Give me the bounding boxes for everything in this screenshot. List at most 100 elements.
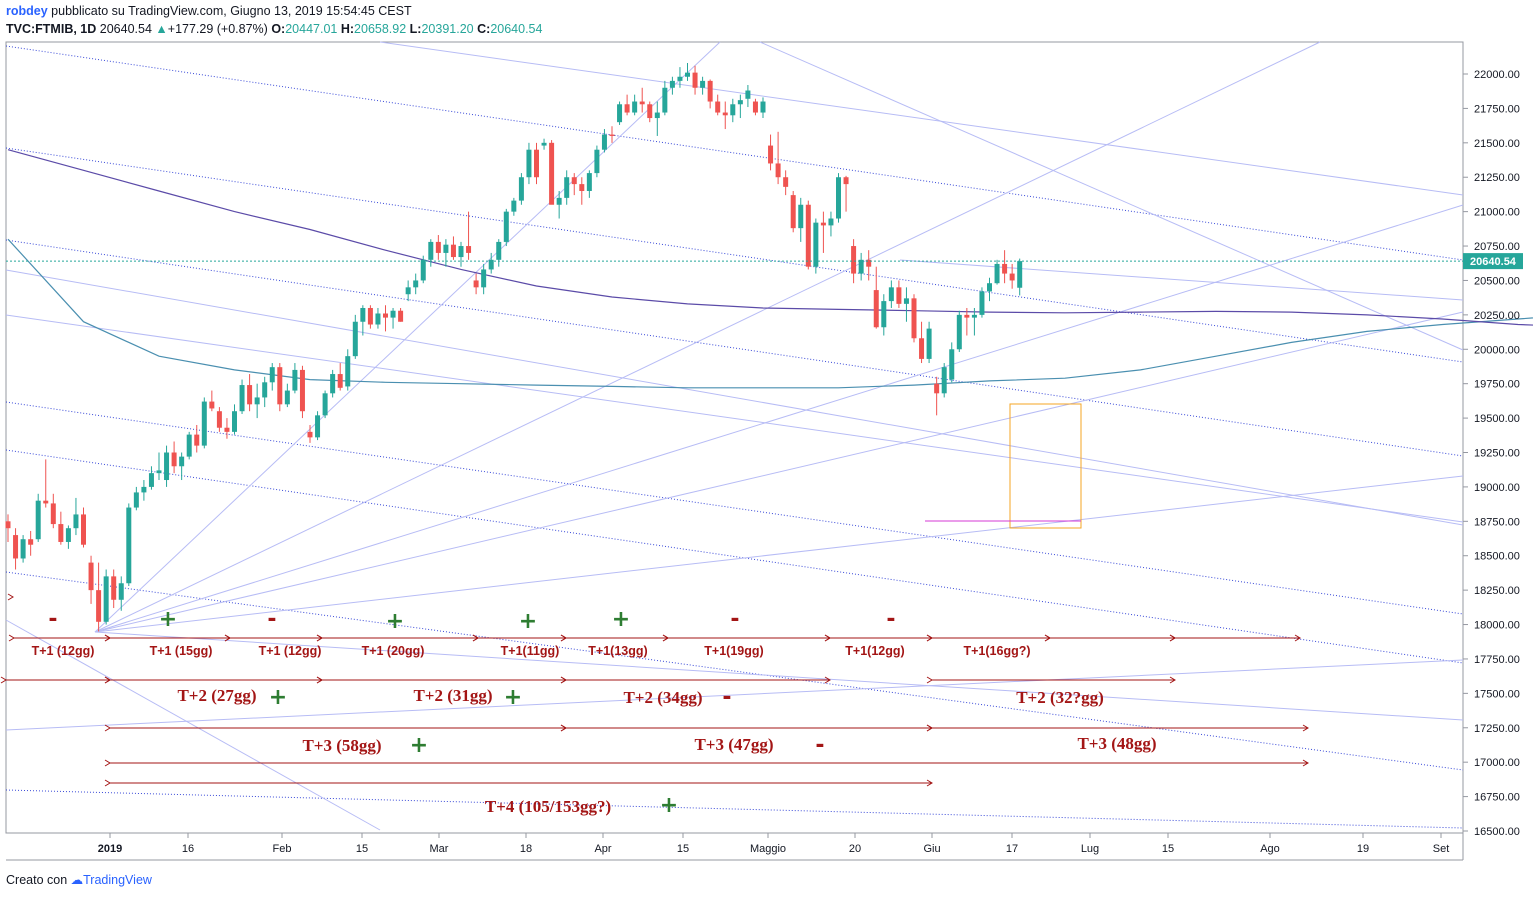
candle[interactable] <box>987 277 992 302</box>
fan-line[interactable] <box>759 41 1464 351</box>
time-axis[interactable]: 2019 16 Feb 15 Mar 18 Apr 15 Maggio 20 Giu 17 Lug 15 A… <box>98 833 1450 855</box>
candle[interactable] <box>284 383 290 408</box>
candle-body[interactable] <box>594 149 600 174</box>
candle-body[interactable] <box>813 222 819 267</box>
fan-line[interactable] <box>5 269 1464 526</box>
candle-body[interactable] <box>337 374 343 388</box>
candle-body[interactable] <box>435 241 441 253</box>
cycle-arrow[interactable] <box>104 779 933 787</box>
target-box[interactable] <box>1009 403 1082 529</box>
candle[interactable] <box>564 170 570 205</box>
candle-body[interactable] <box>133 492 139 508</box>
candle-body[interactable] <box>179 456 185 467</box>
candle-body[interactable] <box>58 524 64 542</box>
candle-body[interactable] <box>269 367 275 383</box>
candle[interactable] <box>322 390 328 419</box>
candle-body[interactable] <box>292 369 298 391</box>
candle-body[interactable] <box>737 100 743 105</box>
candle-body[interactable] <box>247 385 253 405</box>
candle[interactable] <box>896 280 902 308</box>
candle[interactable] <box>911 294 917 343</box>
candle-body[interactable] <box>503 211 509 242</box>
candle[interactable] <box>156 452 162 481</box>
candle[interactable] <box>760 97 766 119</box>
candle-body[interactable] <box>20 539 26 559</box>
candle-body[interactable] <box>164 452 170 481</box>
candle[interactable] <box>843 175 849 212</box>
candle-body[interactable] <box>941 367 947 394</box>
candle[interactable] <box>994 259 1000 285</box>
candle-body[interactable] <box>315 415 321 438</box>
candle[interactable] <box>224 418 230 439</box>
candle-body[interactable] <box>571 177 577 185</box>
candle-body[interactable] <box>609 134 615 136</box>
candle[interactable] <box>541 138 547 150</box>
candle-body[interactable] <box>949 349 955 380</box>
candle[interactable] <box>836 173 841 223</box>
candle[interactable] <box>103 569 109 625</box>
candle[interactable] <box>775 131 781 185</box>
channel-line[interactable] <box>5 45 1464 261</box>
candle-body[interactable] <box>352 321 358 357</box>
candle[interactable] <box>43 459 49 508</box>
candle-body[interactable] <box>541 142 547 146</box>
candle[interactable] <box>715 94 721 116</box>
candle-body[interactable] <box>277 367 283 405</box>
candle-body[interactable] <box>911 298 917 339</box>
candle-body[interactable] <box>805 204 811 267</box>
candle-body[interactable] <box>564 177 570 198</box>
candle[interactable] <box>126 503 132 587</box>
candle[interactable] <box>624 94 630 116</box>
candle-body[interactable] <box>662 87 668 113</box>
candle-body[interactable] <box>617 104 623 123</box>
candle-body[interactable] <box>367 307 373 325</box>
candle[interactable] <box>1017 258 1023 296</box>
candle[interactable] <box>232 404 237 435</box>
candle[interactable] <box>737 94 743 119</box>
candle[interactable] <box>254 383 260 419</box>
candle-body[interactable] <box>390 310 396 318</box>
candle-body[interactable] <box>722 112 728 116</box>
candle[interactable] <box>383 305 388 332</box>
candle[interactable] <box>398 307 404 322</box>
candle[interactable] <box>828 211 834 237</box>
candle[interactable] <box>194 424 200 453</box>
channel-line[interactable] <box>5 571 1464 771</box>
candle[interactable] <box>367 305 373 329</box>
candle-body[interactable] <box>375 313 381 325</box>
candle-body[interactable] <box>752 101 758 113</box>
candle-body[interactable] <box>979 291 985 315</box>
candle-body[interactable] <box>858 259 864 274</box>
candle-body[interactable] <box>851 246 857 274</box>
candle[interactable] <box>413 273 419 295</box>
candle-body[interactable] <box>836 177 841 219</box>
candle-body[interactable] <box>647 104 653 119</box>
candle[interactable] <box>752 98 758 116</box>
candle[interactable] <box>813 218 819 274</box>
cycle-arrow[interactable] <box>926 724 1309 732</box>
candle[interactable] <box>768 134 774 171</box>
candle[interactable] <box>956 310 962 353</box>
candle[interactable] <box>473 273 479 295</box>
candle-body[interactable] <box>5 521 11 529</box>
candle-body[interactable] <box>624 104 630 113</box>
candle-body[interactable] <box>254 397 260 405</box>
candle-body[interactable] <box>700 80 706 88</box>
candle[interactable] <box>903 287 909 322</box>
candle-body[interactable] <box>511 200 517 212</box>
candle[interactable] <box>601 129 607 153</box>
candle[interactable] <box>262 376 268 408</box>
candle-body[interactable] <box>194 434 200 446</box>
candle[interactable] <box>639 87 645 113</box>
candle[interactable] <box>722 101 728 130</box>
candle-body[interactable] <box>971 314 977 318</box>
candle-body[interactable] <box>73 514 79 529</box>
candle[interactable] <box>360 305 366 336</box>
candle[interactable] <box>617 101 623 125</box>
candle-body[interactable] <box>28 539 34 545</box>
candle[interactable] <box>315 411 321 441</box>
candle[interactable] <box>352 314 358 359</box>
candle-body[interactable] <box>420 259 426 281</box>
candle-body[interactable] <box>896 287 902 304</box>
